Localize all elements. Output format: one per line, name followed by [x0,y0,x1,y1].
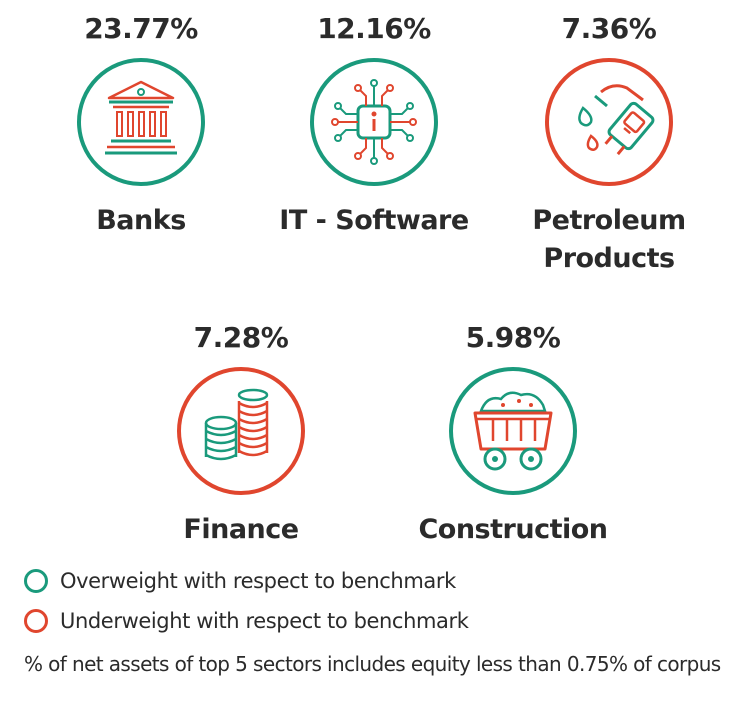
sector-percent: 7.36% [561,12,657,45]
legend-underweight: Underweight with respect to benchmark [24,606,469,636]
sector-percent: 23.77% [84,12,198,45]
sector-icon-ring [308,56,440,188]
sector-banks: 23.77% Banks [21,12,261,240]
overweight-ring-icon [24,569,48,593]
mining-cart-icon [449,367,577,495]
footnote: % of net assets of top 5 sectors include… [24,652,721,676]
sector-name-line2: Products [543,243,675,274]
legend-overweight: Overweight with respect to benchmark [24,566,456,596]
sector-icon-ring [75,56,207,188]
legend-overweight-label: Overweight with respect to benchmark [60,569,456,593]
sector-name: Finance [183,514,299,545]
sector-petroleum-products: 7.36% Petroleum Products [489,12,729,278]
sector-name-line1: Petroleum [532,205,686,236]
sector-name: IT - Software [279,205,469,236]
circuit-chip-icon [310,58,438,186]
sector-construction: 5.98% Construction [393,321,633,549]
fuel-nozzle-icon [545,58,673,186]
sector-icon-ring [175,365,307,497]
bank-building-icon [77,58,205,186]
sector-finance: 7.28% Finance [121,321,361,549]
legend-underweight-label: Underweight with respect to benchmark [60,609,469,633]
coin-stacks-icon [177,367,305,495]
sector-percent: 12.16% [317,12,431,45]
sector-icon-ring [543,56,675,188]
sector-name: Construction [418,514,608,545]
underweight-ring-icon [24,609,48,633]
sector-it-software: 12.16% [254,12,494,240]
sector-percent: 7.28% [193,321,289,354]
sector-icon-ring [447,365,579,497]
sector-percent: 5.98% [465,321,561,354]
sector-name: Banks [96,205,186,236]
